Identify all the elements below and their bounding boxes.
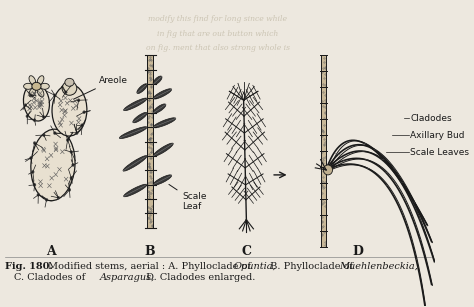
FancyBboxPatch shape <box>147 113 153 127</box>
FancyBboxPatch shape <box>147 127 153 142</box>
Circle shape <box>70 150 73 154</box>
Text: Asparagus,: Asparagus, <box>100 274 155 282</box>
FancyBboxPatch shape <box>321 103 326 119</box>
Ellipse shape <box>153 143 173 156</box>
Circle shape <box>26 115 28 118</box>
Circle shape <box>54 94 56 97</box>
Circle shape <box>81 124 83 126</box>
Circle shape <box>45 198 48 201</box>
FancyBboxPatch shape <box>321 183 326 199</box>
Circle shape <box>66 138 69 142</box>
Circle shape <box>77 99 80 102</box>
FancyBboxPatch shape <box>147 185 153 199</box>
Ellipse shape <box>31 129 75 201</box>
Ellipse shape <box>62 81 77 95</box>
Ellipse shape <box>119 127 147 138</box>
Circle shape <box>54 132 56 134</box>
Ellipse shape <box>65 78 74 86</box>
FancyBboxPatch shape <box>147 84 153 99</box>
Ellipse shape <box>153 89 172 99</box>
Text: D. Cladodes enlarged.: D. Cladodes enlarged. <box>143 274 255 282</box>
Circle shape <box>31 170 34 173</box>
FancyBboxPatch shape <box>321 151 326 167</box>
FancyBboxPatch shape <box>147 199 153 213</box>
Circle shape <box>57 196 60 199</box>
FancyBboxPatch shape <box>321 231 326 247</box>
FancyBboxPatch shape <box>321 56 326 71</box>
Ellipse shape <box>52 84 87 136</box>
Ellipse shape <box>37 76 44 85</box>
Circle shape <box>323 165 333 175</box>
Circle shape <box>72 163 74 166</box>
Text: Opuntia,: Opuntia, <box>234 262 276 270</box>
Ellipse shape <box>137 84 147 94</box>
FancyBboxPatch shape <box>321 199 326 215</box>
Circle shape <box>70 177 73 179</box>
Ellipse shape <box>40 83 49 89</box>
Text: Cladodes: Cladodes <box>410 114 452 123</box>
Text: Fig. 180.: Fig. 180. <box>5 262 53 270</box>
FancyBboxPatch shape <box>147 170 153 185</box>
Circle shape <box>33 119 36 122</box>
FancyBboxPatch shape <box>147 70 153 84</box>
Circle shape <box>42 134 45 137</box>
Circle shape <box>24 104 27 107</box>
Circle shape <box>33 183 36 186</box>
Text: C: C <box>241 245 251 258</box>
FancyBboxPatch shape <box>321 135 326 151</box>
Circle shape <box>37 193 40 196</box>
Ellipse shape <box>23 84 49 121</box>
FancyBboxPatch shape <box>147 142 153 156</box>
Circle shape <box>68 188 71 191</box>
Ellipse shape <box>37 88 44 97</box>
Circle shape <box>83 111 85 114</box>
Text: B. Phylloclade of: B. Phylloclade of <box>266 262 356 270</box>
Ellipse shape <box>153 76 162 85</box>
Text: modify this find for long since while: modify this find for long since while <box>148 15 287 23</box>
Circle shape <box>75 132 78 134</box>
Circle shape <box>64 91 67 94</box>
FancyBboxPatch shape <box>321 119 326 135</box>
Ellipse shape <box>24 83 33 89</box>
FancyBboxPatch shape <box>147 99 153 113</box>
Text: C. Cladodes of: C. Cladodes of <box>14 274 88 282</box>
FancyBboxPatch shape <box>147 56 153 70</box>
Text: Modified stems, aerial : A. Phylloclade of: Modified stems, aerial : A. Phylloclade … <box>48 262 255 270</box>
Circle shape <box>33 142 36 145</box>
FancyBboxPatch shape <box>321 167 326 183</box>
Text: B: B <box>145 245 155 258</box>
Text: Muehlenbeckia,: Muehlenbeckia, <box>339 262 418 270</box>
FancyBboxPatch shape <box>147 213 153 228</box>
FancyBboxPatch shape <box>321 87 326 103</box>
Ellipse shape <box>133 112 147 123</box>
Ellipse shape <box>153 118 176 128</box>
Text: Scale Leaves: Scale Leaves <box>410 147 469 157</box>
Text: on fig. ment that also strong whole is: on fig. ment that also strong whole is <box>146 45 290 52</box>
Text: D: D <box>353 245 364 258</box>
Ellipse shape <box>29 76 36 85</box>
Text: in fig that are out button which: in fig that are out button which <box>157 29 279 37</box>
Circle shape <box>42 116 45 119</box>
FancyBboxPatch shape <box>321 215 326 231</box>
FancyBboxPatch shape <box>321 71 326 87</box>
Ellipse shape <box>153 104 166 113</box>
Ellipse shape <box>32 82 41 90</box>
Text: A: A <box>46 245 56 258</box>
Text: Areole: Areole <box>74 76 128 99</box>
Circle shape <box>29 157 32 159</box>
Ellipse shape <box>124 98 147 111</box>
Ellipse shape <box>153 175 172 185</box>
FancyBboxPatch shape <box>147 156 153 170</box>
Text: Scale
Leaf: Scale Leaf <box>169 185 207 211</box>
Ellipse shape <box>124 184 147 197</box>
Ellipse shape <box>123 156 147 171</box>
Circle shape <box>29 94 32 97</box>
Text: Axillary Bud: Axillary Bud <box>410 130 465 140</box>
Ellipse shape <box>29 88 36 97</box>
